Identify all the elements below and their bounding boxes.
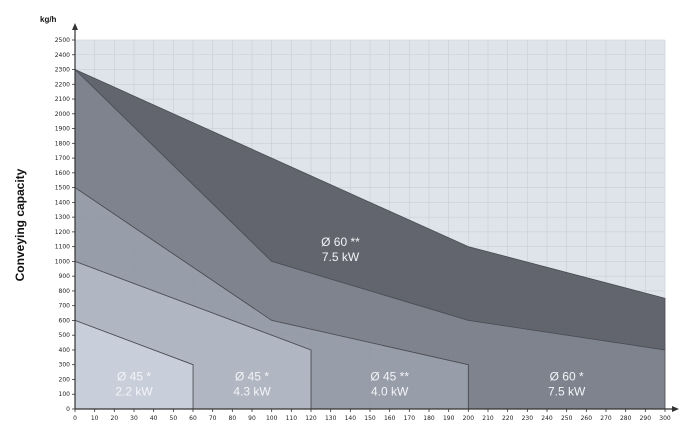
y-tick-label: 800 bbox=[59, 288, 71, 295]
x-tick-label: 10 bbox=[91, 415, 99, 422]
axes bbox=[72, 23, 679, 412]
y-tick-label: 1000 bbox=[55, 258, 70, 265]
region-label-line1-1: Ø 60 ** bbox=[321, 235, 360, 249]
y-tick-label: 700 bbox=[59, 303, 71, 310]
x-tick-label: 150 bbox=[364, 415, 376, 422]
y-axis-label: Conveying capacity bbox=[13, 168, 27, 281]
y-tick-label: 1200 bbox=[55, 229, 70, 236]
x-tick-label: 130 bbox=[325, 415, 337, 422]
region-label-line2-3: 4.0 kW bbox=[371, 384, 409, 398]
region-label-line2-2: 7.5 kW bbox=[548, 384, 586, 398]
y-tick-label: 500 bbox=[59, 332, 71, 339]
x-tick-label: 170 bbox=[404, 415, 416, 422]
x-tick-label: 260 bbox=[581, 415, 593, 422]
x-tick-label: 120 bbox=[305, 415, 317, 422]
region-label-line1-5: Ø 45 * bbox=[117, 369, 151, 383]
y-tick-label: 0 bbox=[66, 406, 70, 413]
capacity-regions bbox=[74, 68, 666, 410]
y-tick-label: 1700 bbox=[55, 155, 70, 162]
x-tick-label: 30 bbox=[130, 415, 138, 422]
y-tick-label: 900 bbox=[59, 273, 71, 280]
y-unit-label: kg/h bbox=[40, 15, 57, 24]
y-tick-label: 1900 bbox=[55, 126, 70, 133]
region-label-line2-4: 4.3 kW bbox=[233, 384, 271, 398]
x-tick-label: 270 bbox=[600, 415, 612, 422]
y-tick-label: 1300 bbox=[55, 214, 70, 221]
region-label-line2-5: 2.2 kW bbox=[115, 384, 153, 398]
region-label-line2-1: 7.5 kW bbox=[322, 250, 360, 264]
x-tick-labels: 0 10 20 30 40 50 60 70 80 90 100 110 120 130 140 150 160… bbox=[73, 409, 671, 422]
y-tick-label: 2000 bbox=[55, 111, 70, 118]
x-tick-label: 0 bbox=[73, 415, 77, 422]
x-tick-label: 180 bbox=[423, 415, 435, 422]
x-tick-label: 60 bbox=[189, 415, 197, 422]
x-tick-label: 250 bbox=[561, 415, 573, 422]
y-tick-label: 2400 bbox=[55, 52, 70, 59]
region-label-line1-3: Ø 45 ** bbox=[370, 369, 409, 383]
y-tick-labels: 0 100 200 300 400 500 600 700 800 900 1000 1100 1200… bbox=[55, 37, 75, 413]
y-tick-label: 100 bbox=[59, 391, 71, 398]
x-axis-arrow bbox=[672, 406, 679, 412]
x-tick-label: 240 bbox=[541, 415, 553, 422]
x-tick-label: 50 bbox=[170, 415, 178, 422]
y-tick-label: 1400 bbox=[55, 199, 70, 206]
region-label-line1-2: Ø 60 * bbox=[550, 369, 584, 383]
y-tick-label: 2200 bbox=[55, 81, 70, 88]
x-tick-label: 160 bbox=[384, 415, 396, 422]
x-tick-label: 220 bbox=[502, 415, 514, 422]
y-tick-label: 1500 bbox=[55, 185, 70, 192]
x-tick-label: 20 bbox=[111, 415, 119, 422]
x-tick-label: 70 bbox=[209, 415, 217, 422]
y-tick-label: 300 bbox=[59, 362, 71, 369]
x-tick-label: 90 bbox=[248, 415, 256, 422]
x-tick-label: 80 bbox=[229, 415, 237, 422]
x-tick-label: 140 bbox=[345, 415, 357, 422]
x-tick-label: 40 bbox=[150, 415, 158, 422]
y-tick-label: 200 bbox=[59, 376, 71, 383]
y-tick-label: 2100 bbox=[55, 96, 70, 103]
y-tick-label: 1100 bbox=[55, 244, 70, 251]
y-tick-label: 600 bbox=[59, 317, 71, 324]
x-tick-label: 210 bbox=[482, 415, 494, 422]
y-axis-arrow bbox=[72, 23, 78, 30]
x-tick-label: 280 bbox=[620, 415, 632, 422]
x-tick-label: 190 bbox=[443, 415, 455, 422]
y-tick-label: 2300 bbox=[55, 67, 70, 74]
y-tick-label: 2500 bbox=[55, 37, 70, 44]
x-tick-label: 230 bbox=[522, 415, 534, 422]
x-tick-label: 290 bbox=[640, 415, 652, 422]
y-tick-label: 1600 bbox=[55, 170, 70, 177]
x-tick-label: 110 bbox=[286, 415, 298, 422]
x-tick-label: 300 bbox=[659, 415, 671, 422]
region-labels: Ø 60 **7.5 kWØ 60 *7.5 kWØ 45 **4.0 kWØ … bbox=[115, 235, 586, 398]
region-label-line1-4: Ø 45 * bbox=[235, 369, 269, 383]
y-tick-label: 400 bbox=[59, 347, 71, 354]
x-tick-label: 200 bbox=[463, 415, 475, 422]
x-tick-label: 100 bbox=[266, 415, 278, 422]
y-tick-label: 1800 bbox=[55, 140, 70, 147]
